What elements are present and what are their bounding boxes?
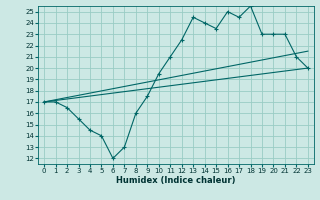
X-axis label: Humidex (Indice chaleur): Humidex (Indice chaleur)	[116, 176, 236, 185]
